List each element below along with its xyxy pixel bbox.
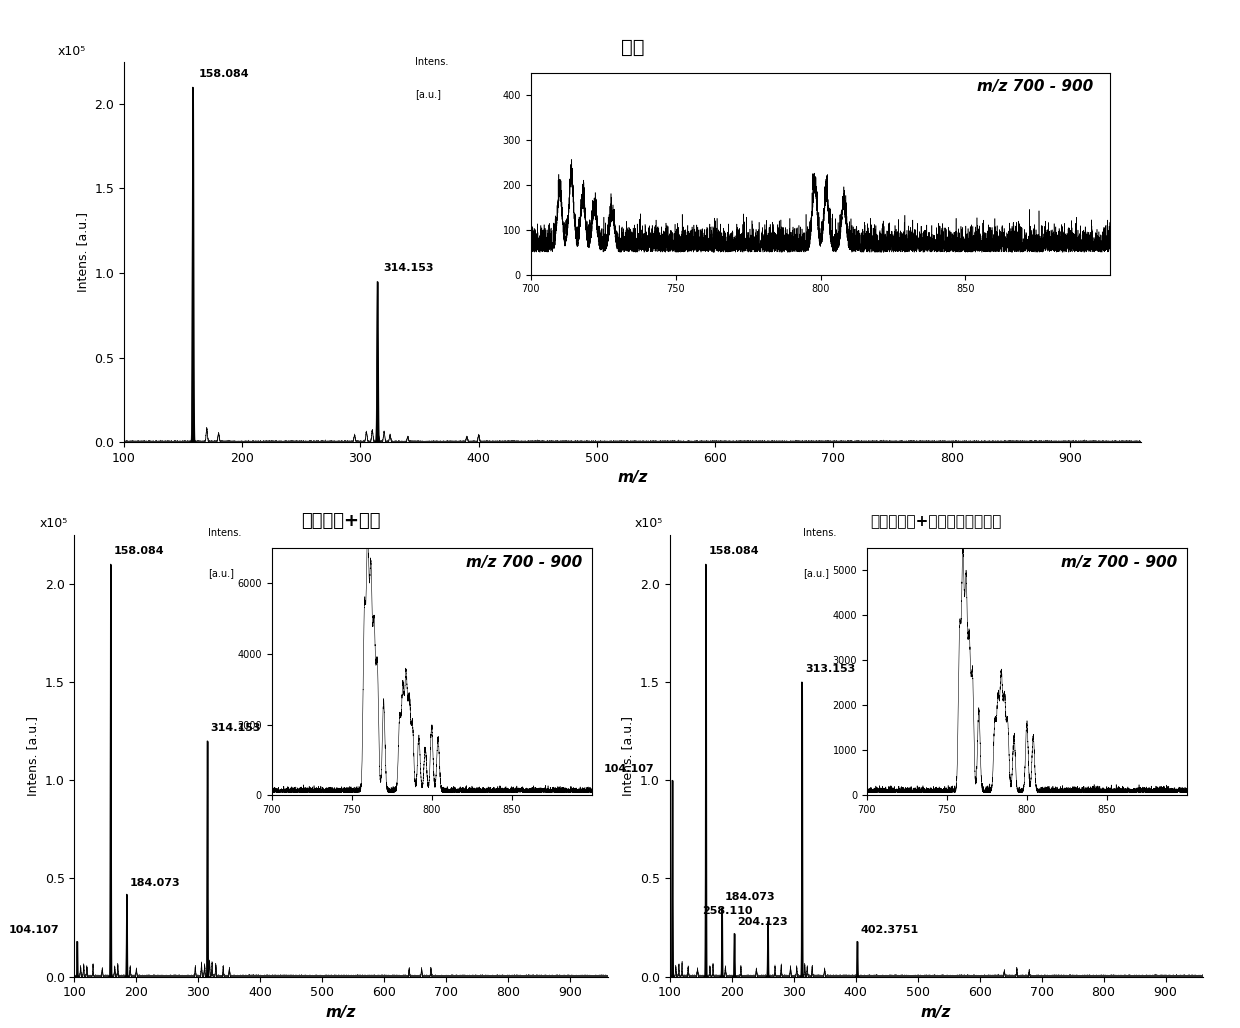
- Text: 184.073: 184.073: [130, 878, 180, 888]
- Text: 104.107: 104.107: [9, 925, 60, 935]
- Title: 基质: 基质: [621, 38, 644, 58]
- X-axis label: m/z: m/z: [921, 1005, 951, 1020]
- Text: 104.107: 104.107: [604, 764, 655, 774]
- Text: x10⁵: x10⁵: [40, 517, 68, 530]
- Title: （脾脏组织+基质），丙酮浸泡: （脾脏组织+基质），丙酮浸泡: [870, 514, 1002, 529]
- Text: 158.084: 158.084: [709, 546, 759, 556]
- Text: x10⁵: x10⁵: [635, 517, 663, 530]
- Text: 402.3751: 402.3751: [861, 925, 919, 935]
- Text: 158.084: 158.084: [198, 69, 249, 78]
- Y-axis label: Intens. [a.u.]: Intens. [a.u.]: [76, 212, 89, 292]
- Title: 脾脏组织+基质: 脾脏组织+基质: [301, 512, 381, 530]
- Text: 158.084: 158.084: [114, 546, 164, 556]
- Text: 314.153: 314.153: [211, 723, 260, 733]
- Text: 184.073: 184.073: [725, 892, 775, 902]
- Text: 204.123: 204.123: [738, 917, 787, 927]
- X-axis label: m/z: m/z: [326, 1005, 356, 1020]
- X-axis label: m/z: m/z: [618, 471, 647, 485]
- Y-axis label: Intens. [a.u.]: Intens. [a.u.]: [621, 715, 635, 796]
- Text: 314.153: 314.153: [383, 263, 434, 273]
- Y-axis label: Intens. [a.u.]: Intens. [a.u.]: [26, 715, 40, 796]
- Text: 258.110: 258.110: [702, 906, 753, 916]
- Text: x10⁵: x10⁵: [58, 45, 86, 58]
- Text: 313.153: 313.153: [805, 664, 856, 674]
